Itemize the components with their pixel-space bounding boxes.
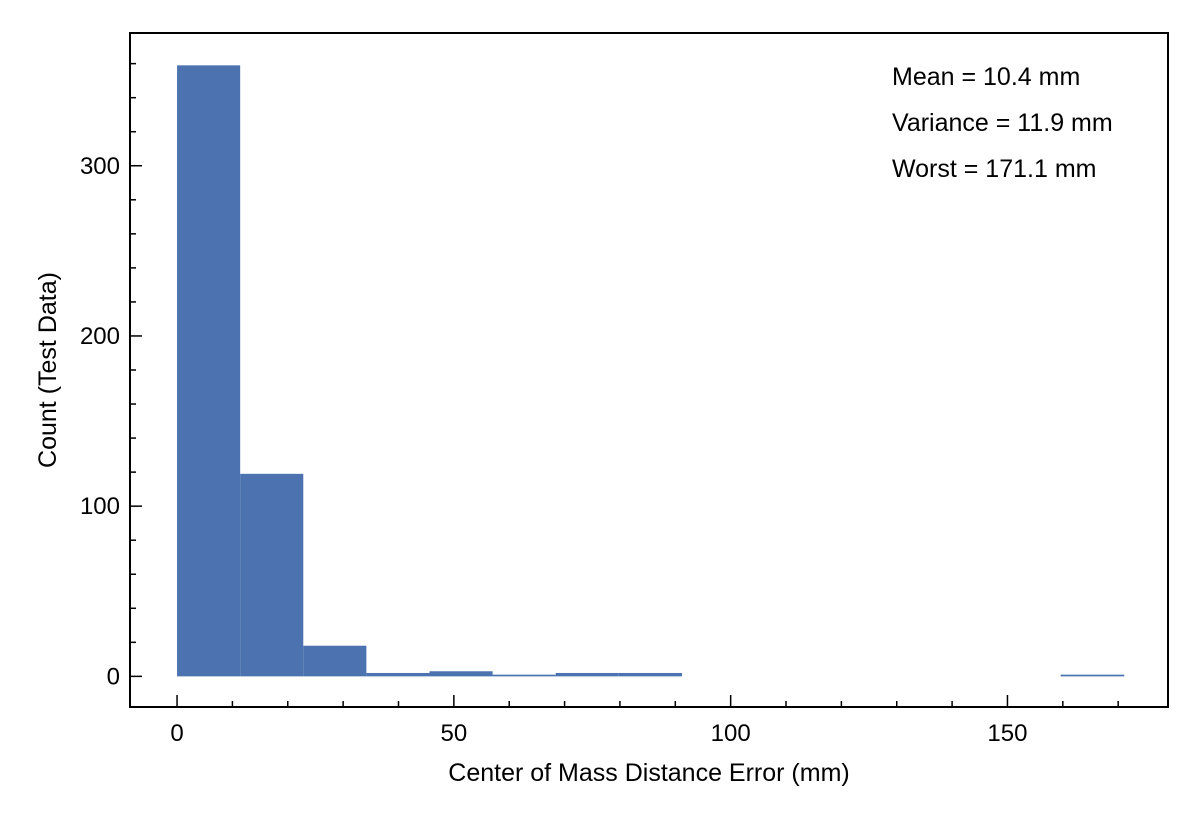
histogram-bar bbox=[429, 671, 493, 677]
ticks-layer bbox=[130, 62, 1119, 707]
x-tick-label: 150 bbox=[987, 720, 1027, 747]
x-axis-label: Center of Mass Distance Error (mm) bbox=[448, 759, 849, 787]
histogram-bar bbox=[303, 645, 367, 677]
x-tick-label: 100 bbox=[711, 720, 751, 747]
y-tick-label: 200 bbox=[80, 323, 120, 350]
histogram-bar bbox=[177, 65, 241, 677]
y-axis-label: Count (Test Data) bbox=[34, 272, 62, 468]
x-tick-label: 0 bbox=[170, 720, 183, 747]
histogram-bar bbox=[366, 672, 430, 677]
bars-layer bbox=[177, 65, 1125, 677]
plot-frame bbox=[129, 32, 1169, 708]
mean-annotation: Mean = 10.4 mm bbox=[892, 63, 1080, 91]
y-tick-label: 300 bbox=[80, 153, 120, 180]
variance-annotation: Variance = 11.9 mm bbox=[892, 109, 1113, 137]
stats-annotation: Mean = 10.4 mm Variance = 11.9 mm Worst … bbox=[892, 63, 1113, 183]
worst-annotation: Worst = 171.1 mm bbox=[892, 155, 1096, 183]
y-tick-label: 0 bbox=[107, 663, 120, 690]
histogram-bar bbox=[1060, 674, 1125, 677]
labels-layer: 0 50 100 150 0 100 200 300 bbox=[80, 153, 1028, 747]
histogram-bar bbox=[492, 674, 556, 677]
histogram-bar bbox=[240, 473, 304, 677]
y-tick-label: 100 bbox=[80, 493, 120, 520]
x-tick-label: 50 bbox=[441, 720, 468, 747]
histogram-bar bbox=[555, 672, 619, 677]
histogram-bar bbox=[618, 672, 682, 677]
